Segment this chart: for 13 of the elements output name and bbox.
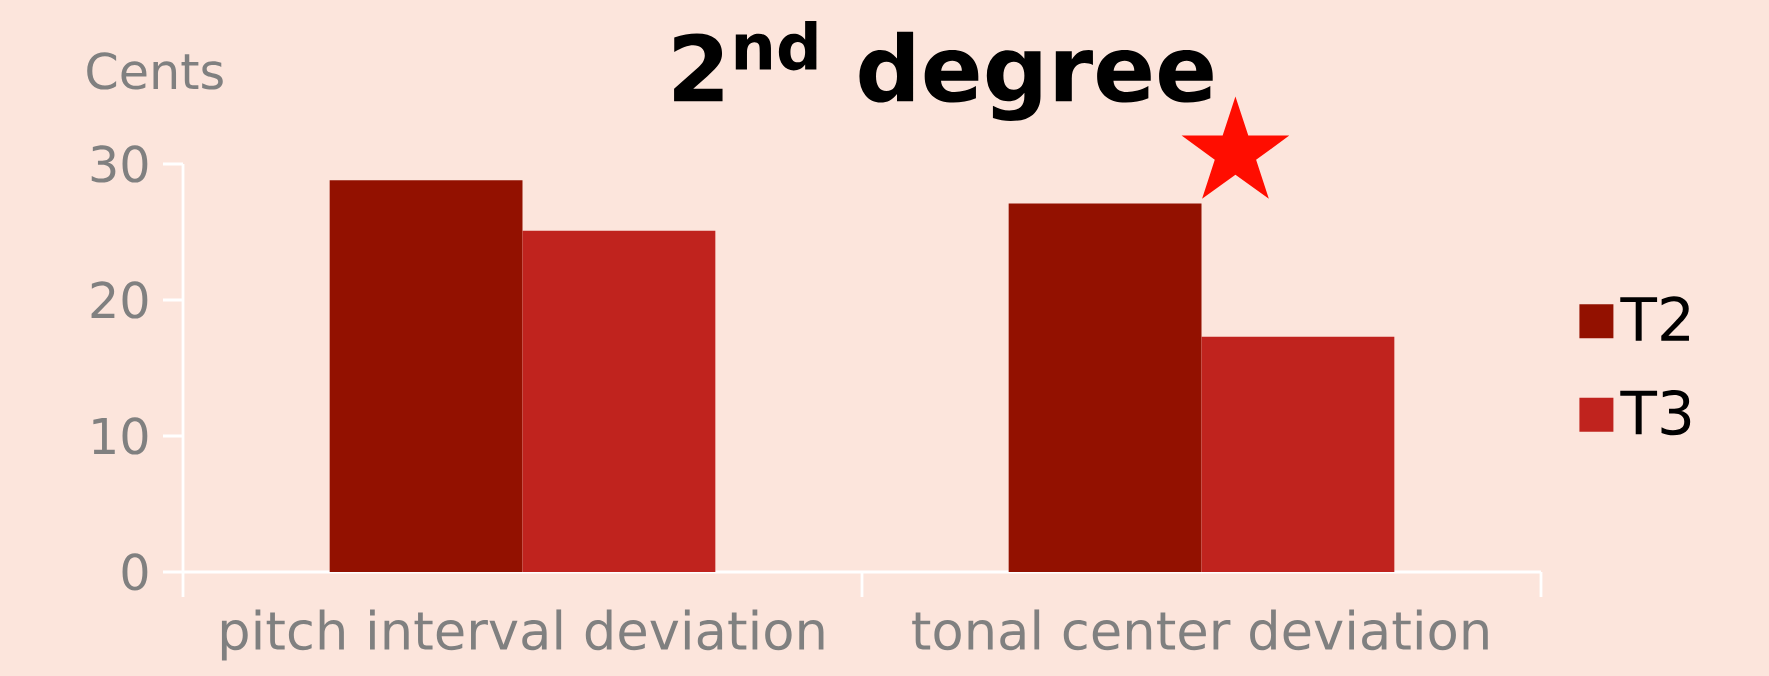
legend-label: T3 xyxy=(1620,389,1691,436)
y-tick-label: 10 xyxy=(93,417,148,455)
y-tick-label: 30 xyxy=(91,145,148,183)
y-tick-label: 20 xyxy=(91,281,148,319)
bar xyxy=(1201,336,1395,572)
y-axis-title: Cents xyxy=(87,52,223,90)
bar xyxy=(522,230,716,572)
y-tick-label: 0 xyxy=(122,553,148,591)
x-tick-label: tonal center deviation xyxy=(912,609,1488,651)
bar xyxy=(1008,203,1202,572)
legend-label: T2 xyxy=(1620,296,1689,341)
x-tick-label: pitch interval deviation xyxy=(221,609,824,661)
bar xyxy=(329,180,523,572)
